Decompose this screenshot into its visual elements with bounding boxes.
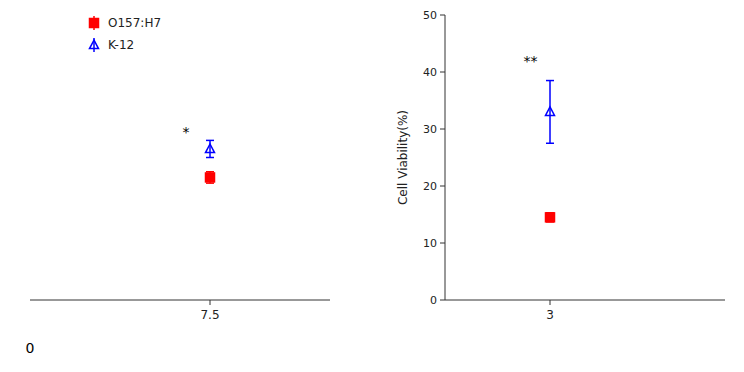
error-bar (206, 140, 214, 157)
y-tick (440, 15, 445, 16)
marks (546, 81, 555, 222)
legend-label: K-12 (108, 38, 134, 52)
y-tick (440, 300, 445, 301)
point (546, 107, 555, 116)
marks (206, 140, 215, 183)
y-tick-label: 0 (430, 294, 437, 307)
y-tick (440, 243, 445, 244)
y-tick (440, 129, 445, 130)
x-axis-line (445, 300, 725, 301)
legend-item: K-12 (90, 38, 135, 52)
error-bar (546, 81, 554, 144)
x-tick (210, 300, 211, 305)
x-tick-label: 3 (546, 308, 554, 322)
y-tick-label: 50 (423, 9, 437, 22)
point (206, 144, 215, 153)
annotation: * (183, 124, 190, 140)
y-tick (440, 72, 445, 73)
legend-swatch (90, 40, 99, 49)
chart-root: 7.5*0O157:H7K-12301020304050Cell Viabili… (0, 0, 744, 372)
point (206, 173, 215, 182)
panel: 7.5 * 0 O157:H7 K-12 (26, 16, 330, 356)
error-bar (546, 213, 554, 222)
y-tick-label: 10 (423, 237, 437, 250)
x-axis-line (30, 300, 330, 301)
y-tick-label: 40 (423, 66, 437, 79)
y-tick (440, 186, 445, 187)
x-tick-label: 7.5 (200, 308, 219, 322)
y-tick-label: 20 (423, 180, 437, 193)
error-bar (206, 172, 214, 183)
legend-item: O157:H7 (90, 16, 162, 30)
legend-swatch (90, 19, 99, 28)
annotation: 0 (26, 340, 35, 356)
legend: O157:H7 K-12 (90, 16, 162, 52)
y-tick-label: 30 (423, 123, 437, 136)
panel: 301020304050Cell Viability(%)** (396, 9, 725, 322)
annotation: ** (523, 53, 537, 69)
x-tick (550, 300, 551, 305)
y-axis-line (445, 15, 446, 300)
point (546, 213, 555, 222)
y-axis-label: Cell Viability(%) (396, 110, 410, 205)
legend-label: O157:H7 (108, 16, 161, 30)
